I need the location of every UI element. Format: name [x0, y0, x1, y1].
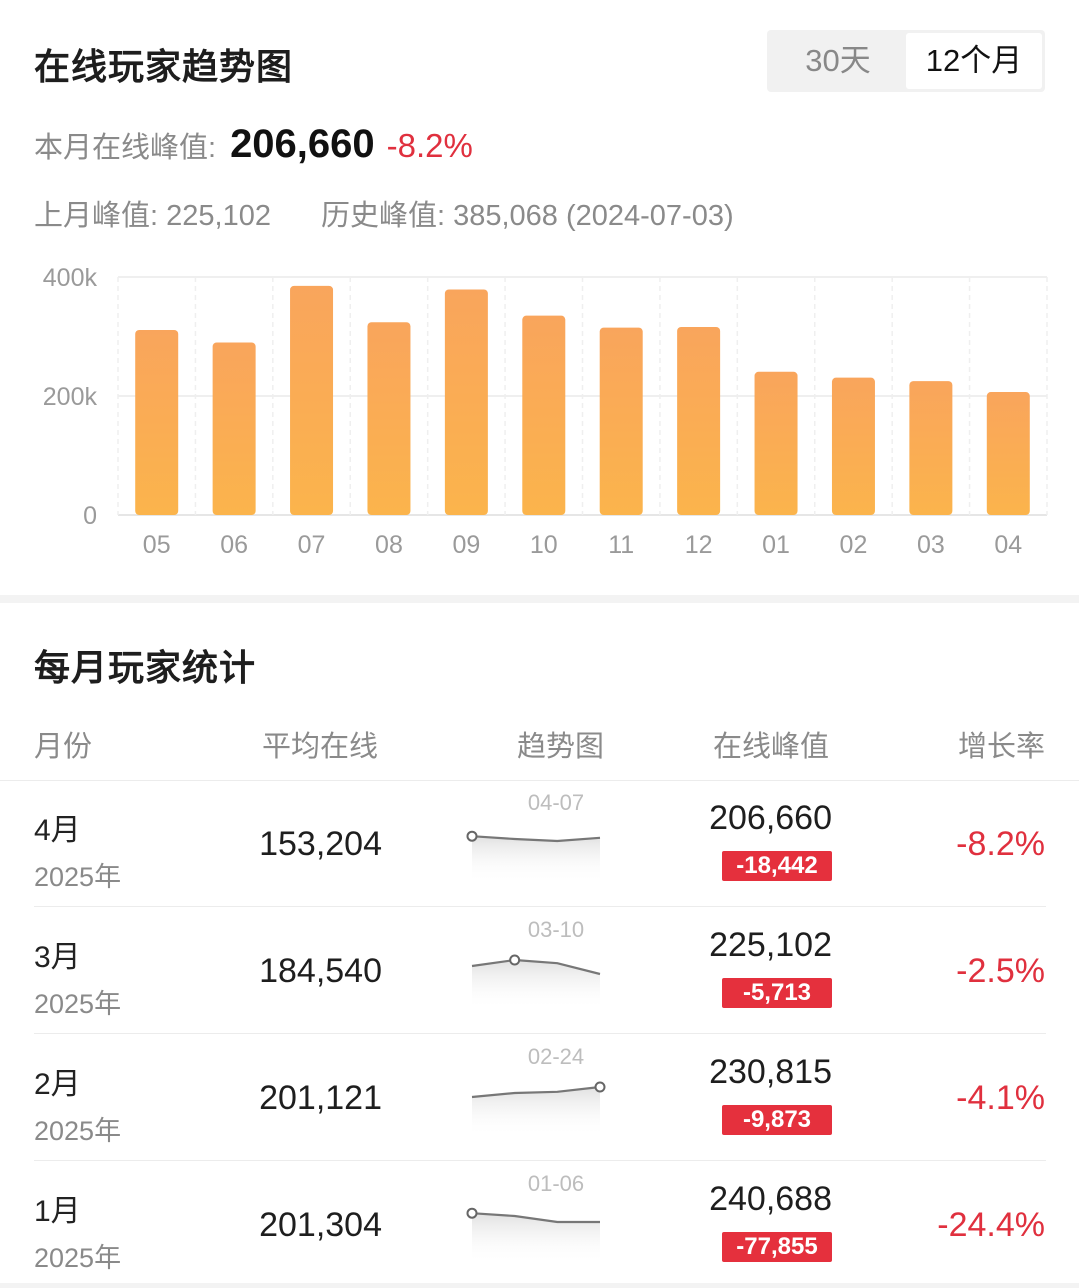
bar-07: [290, 285, 334, 515]
row-avg-online: 184,540: [259, 952, 382, 990]
last-month-value: 225,102: [166, 200, 271, 232]
x-tick-label: 03: [917, 531, 945, 559]
sparkline-line: [471, 958, 601, 976]
x-tick-label: 09: [452, 531, 480, 559]
x-tick-label: 12: [685, 531, 713, 559]
bar-05: [135, 329, 179, 515]
stats-row: 1月 2025年 201,304 240,688 -77,855 -24.4% 01-06: [0, 1162, 1079, 1288]
current-peak-label: 本月在线峰值:: [34, 132, 217, 164]
header-peak-online: 在线峰值: [713, 731, 830, 763]
peak-summary-row: 上月峰值: 225,102 历史峰值: 385,068 (2024-07-03): [34, 192, 734, 234]
row-peak-delta-badge: -9,873: [722, 1105, 832, 1135]
row-month: 1月: [34, 1195, 81, 1228]
row-peak-online: 240,688: [709, 1180, 832, 1218]
stats-row: 4月 2025年 153,204 206,660 -18,442 -8.2% 04-07: [0, 781, 1079, 907]
row-month: 3月: [34, 941, 81, 974]
sparkline-peak-date: 02-24: [528, 1045, 584, 1069]
bar-12: [677, 326, 721, 515]
sparkline-area: [472, 836, 600, 883]
row-peak-online: 225,102: [709, 926, 832, 964]
x-tick-label: 01: [762, 531, 790, 559]
row-year: 2025年: [34, 862, 122, 892]
header-trend: 趋势图: [517, 731, 605, 763]
sparkline-peak-dot: [466, 1207, 478, 1219]
row-year: 2025年: [34, 989, 122, 1019]
history-peak-label: 历史峰值:: [320, 200, 446, 232]
sparkline-line: [471, 835, 601, 843]
last-month-label: 上月峰值:: [34, 200, 159, 232]
bar-01: [754, 371, 798, 515]
x-tick-label: 07: [298, 531, 326, 559]
header-avg-online: 平均在线: [262, 731, 379, 763]
x-tick-label: 06: [220, 531, 248, 559]
row-month: 4月: [34, 814, 81, 847]
y-tick-label: 200k: [43, 383, 98, 411]
bar-02: [831, 377, 875, 515]
row-peak-delta-badge: -77,855: [722, 1232, 832, 1262]
row-year: 2025年: [34, 1243, 122, 1273]
bar-03: [909, 381, 953, 515]
monthly-stats-card: 每月玩家统计 月份 平均在线 趋势图 在线峰值 增长率 4月 2025年 153,2…: [0, 603, 1079, 1283]
current-peak-change: -8.2%: [386, 127, 473, 164]
bar-09: [444, 289, 488, 515]
row-month: 2月: [34, 1068, 81, 1101]
history-peak-value: 385,068 (2024-07-03): [453, 200, 734, 232]
row-growth-rate: -8.2%: [956, 825, 1045, 863]
trend-title: 在线玩家趋势图: [34, 46, 294, 87]
y-tick-label: 400k: [43, 264, 98, 292]
row-sparkline: 01-06: [466, 1172, 600, 1264]
row-avg-online: 201,121: [259, 1079, 382, 1117]
x-tick-label: 10: [530, 531, 558, 559]
sparkline-peak-dot: [594, 1081, 606, 1093]
stats-row: 3月 2025年 184,540 225,102 -5,713 -2.5% 03-10: [0, 908, 1079, 1034]
row-avg-online: 153,204: [259, 825, 382, 863]
bar-06: [212, 342, 256, 515]
sparkline-peak-date: 03-10: [528, 918, 584, 942]
bar-04: [986, 392, 1030, 515]
bar-10: [522, 315, 566, 515]
current-peak-row: 本月在线峰值: 206,660 -8.2%: [34, 122, 473, 178]
x-tick-label: 05: [143, 531, 171, 559]
online-trend-card: 在线玩家趋势图 30天 12个月 本月在线峰值: 206,660 -8.2% 上月峰…: [0, 0, 1079, 595]
row-peak-delta-badge: -18,442: [722, 851, 832, 881]
row-sparkline: 03-10: [471, 918, 601, 1010]
sparkline-area: [472, 960, 600, 1010]
sparkline-peak-date: 01-06: [528, 1172, 584, 1196]
x-tick-label: 02: [840, 531, 868, 559]
current-peak-value: 206,660: [230, 122, 375, 166]
row-growth-rate: -2.5%: [956, 952, 1045, 990]
range-toggle: 30天 12个月: [767, 30, 1045, 92]
tab-12-months[interactable]: 12个月: [906, 33, 1042, 89]
x-tick-label: 08: [375, 531, 403, 559]
y-tick-label: 0: [83, 502, 97, 530]
row-peak-online: 230,815: [709, 1053, 832, 1091]
sparkline-peak-date: 04-07: [528, 791, 584, 815]
row-peak-online: 206,660: [709, 799, 832, 837]
bar-11: [599, 327, 643, 515]
row-growth-rate: -4.1%: [956, 1079, 1045, 1117]
row-sparkline: 04-07: [466, 791, 601, 883]
stats-title: 每月玩家统计: [34, 647, 257, 688]
monthly-peak-bar-chart: 0 200k 400k 05 06 07 08 09 10 11 12 01 02 03 04: [43, 264, 1048, 559]
row-avg-online: 201,304: [259, 1206, 382, 1244]
header-month: 月份: [34, 731, 93, 763]
row-sparkline: 02-24: [471, 1045, 606, 1137]
sparkline-area: [472, 1213, 600, 1264]
row-year: 2025年: [34, 1116, 122, 1146]
header-growth-rate: 增长率: [958, 731, 1046, 763]
stats-row: 2月 2025年 201,121 230,815 -9,873 -4.1% 02-24: [0, 1035, 1079, 1161]
sparkline-peak-dot: [466, 830, 478, 842]
bar-08: [367, 322, 411, 515]
sparkline-peak-dot: [509, 954, 521, 966]
sparkline-line: [471, 1212, 600, 1224]
tab-30-days[interactable]: 30天: [805, 43, 871, 78]
row-growth-rate: -24.4%: [937, 1206, 1045, 1244]
x-tick-label: 11: [608, 531, 634, 559]
sparkline-line: [471, 1085, 601, 1099]
row-peak-delta-badge: -5,713: [722, 978, 832, 1008]
x-tick-label: 04: [994, 531, 1022, 559]
sparkline-area: [472, 1087, 600, 1137]
